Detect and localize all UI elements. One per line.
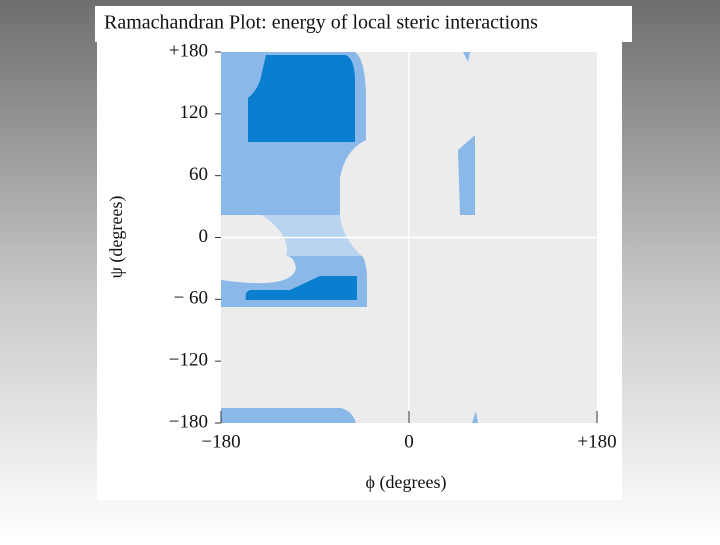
y-tick-label: −180 [169, 411, 208, 432]
x-axis-label: ϕ (degrees) [366, 472, 447, 493]
title-box [95, 6, 632, 42]
y-axis-label: ψ (degrees) [106, 196, 127, 279]
y-tick-label: +180 [169, 40, 208, 61]
x-tick-label: −180 [201, 431, 240, 452]
favored-region [245, 276, 357, 300]
regions [221, 52, 478, 423]
x-tick-label: +180 [577, 431, 616, 452]
y-tick-label: − 60 [174, 288, 208, 309]
allowed-region [458, 135, 475, 215]
allowed-region [221, 408, 356, 423]
y-tick-label: −120 [169, 350, 208, 371]
x-tick-label: 0 [404, 431, 414, 452]
y-tick-label: 120 [180, 102, 209, 123]
outer-region [262, 215, 362, 256]
chart-title: Ramachandran Plot: energy of local steri… [104, 12, 538, 34]
favored-region [248, 55, 355, 142]
allowed-region [472, 411, 478, 423]
allowed-region [463, 52, 470, 62]
y-tick-label: 0 [199, 226, 209, 247]
y-tick-label: 60 [189, 164, 208, 185]
